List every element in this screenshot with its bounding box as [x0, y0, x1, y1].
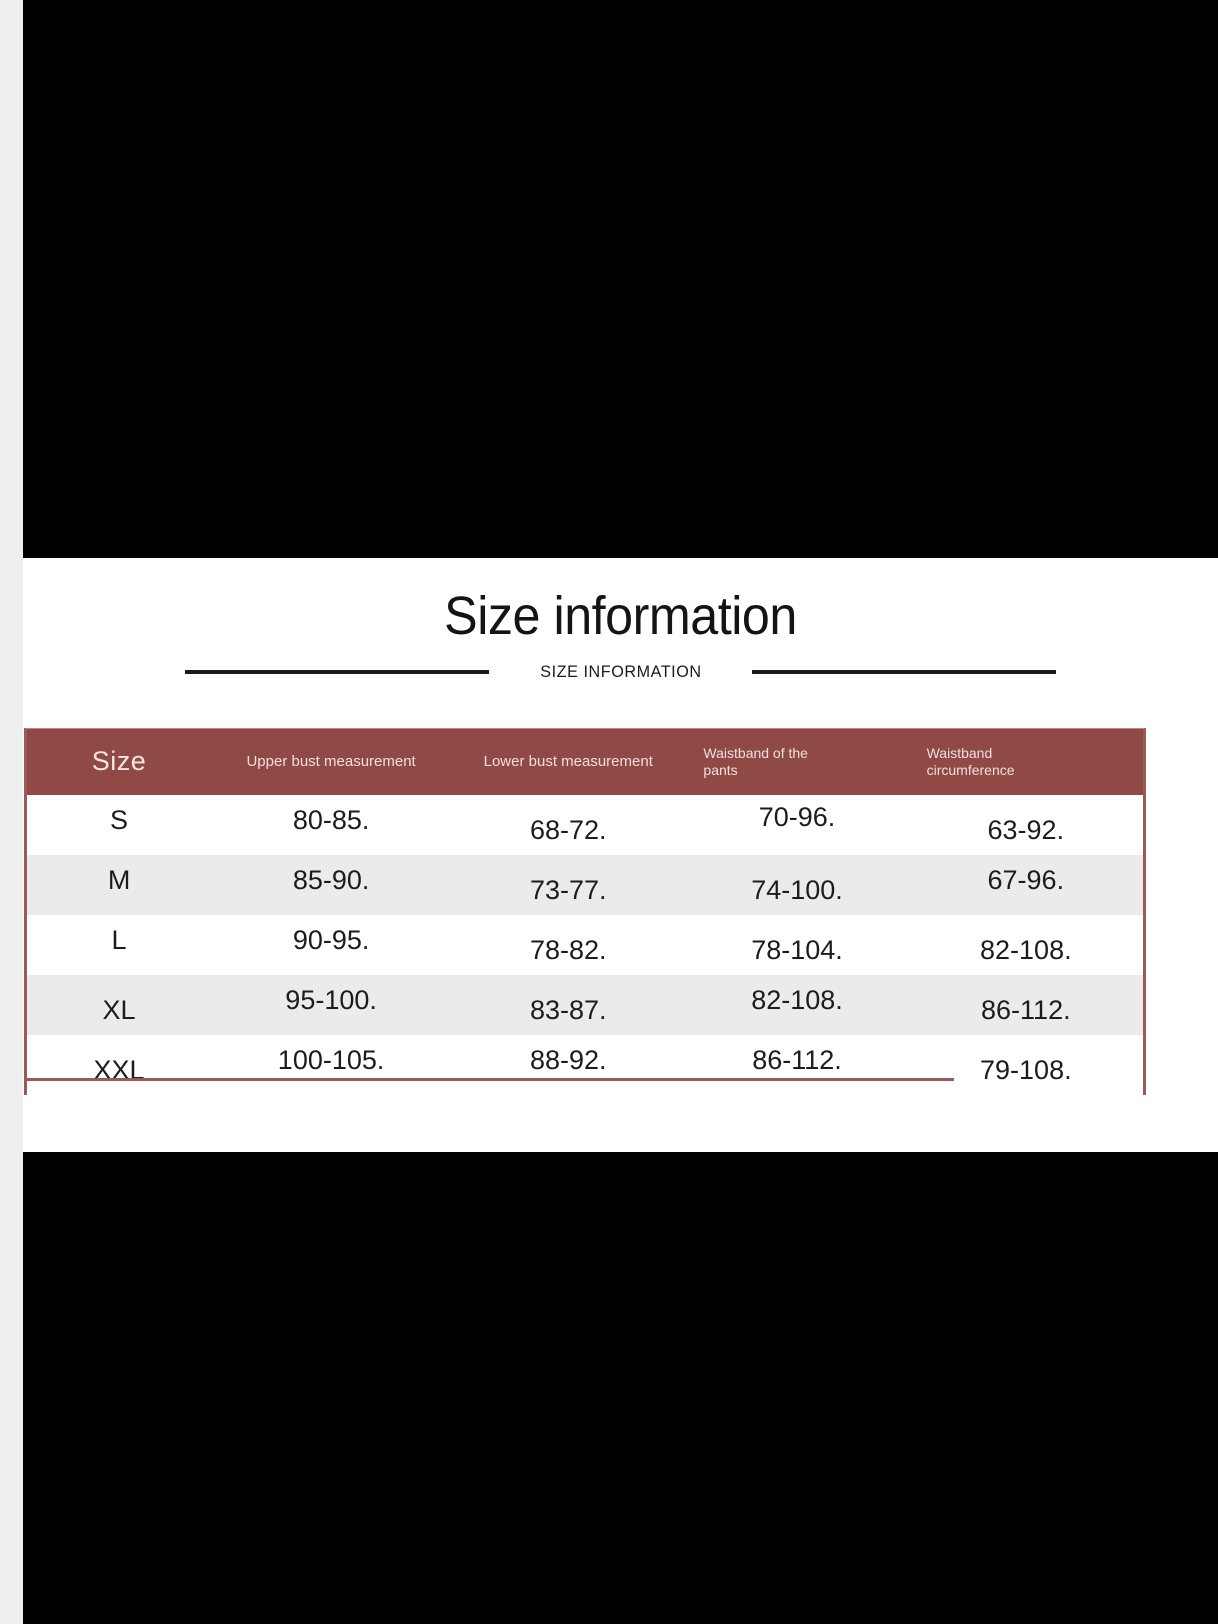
- cell-value: 88-92.: [529, 1044, 607, 1075]
- cell-value: 63-92.: [987, 814, 1065, 845]
- cell-value: 82-108.: [980, 934, 1072, 965]
- table-header-row: Size Upper bust measurement Lower bust m…: [27, 729, 1143, 795]
- cell-waist-pants: 82-108.: [685, 975, 908, 1035]
- cell-upper-bust: 90-95.: [211, 915, 451, 975]
- subtitle-row: SIZE INFORMATION: [23, 662, 1218, 682]
- cell-size: L: [27, 915, 211, 975]
- divider-line-right: [752, 670, 1057, 674]
- cell-value: 86-112.: [981, 994, 1071, 1025]
- cell-value: L: [111, 924, 127, 955]
- cell-waist-pants: 78-104.: [685, 915, 908, 975]
- cell-value: S: [110, 804, 129, 835]
- cell-value: M: [107, 864, 131, 895]
- cell-waist-pants: 86-112.: [685, 1035, 908, 1095]
- cell-upper-bust: 80-85.: [211, 795, 451, 855]
- cell-value: 68-72.: [529, 814, 607, 845]
- cell-value: 95-100.: [285, 984, 377, 1015]
- cell-value: 83-87.: [529, 994, 607, 1025]
- page-title: Size information: [444, 586, 797, 646]
- table-row: M 85-90. 73-77. 74-100. 67-96.: [27, 855, 1143, 915]
- column-header-waistband-pants: Waistband of the pants: [685, 729, 908, 795]
- page-subtitle: SIZE INFORMATION: [539, 662, 702, 681]
- column-header-waistband-circumference: Waistband circumference: [909, 729, 1143, 795]
- column-header-upper-bust: Upper bust measurement: [246, 752, 416, 770]
- table-bottom-border: [24, 1078, 954, 1081]
- table-row: L 90-95. 78-82. 78-104. 82-108.: [27, 915, 1143, 975]
- table-row: XL 95-100. 83-87. 82-108. 86-112.: [27, 975, 1143, 1035]
- cell-value: 79-108.: [980, 1054, 1072, 1085]
- column-header-lower-bust: Lower bust measurement: [483, 752, 653, 770]
- cell-value: 82-108.: [751, 984, 843, 1015]
- title-block: Size information SIZE INFORMATION: [23, 558, 1218, 724]
- cell-size: XL: [27, 975, 211, 1035]
- cell-lower-bust: 83-87.: [451, 975, 685, 1035]
- cell-size: M: [27, 855, 211, 915]
- cell-lower-bust: 73-77.: [451, 855, 685, 915]
- cell-value: 100-105.: [277, 1044, 385, 1075]
- cell-waist-circ: 86-112.: [909, 975, 1143, 1035]
- cell-size: XXL: [27, 1035, 211, 1095]
- cell-value: 78-82.: [529, 934, 607, 965]
- cell-waist-circ: 63-92.: [909, 795, 1143, 855]
- cell-waist-pants: 70-96.: [685, 795, 908, 855]
- cell-lower-bust: 78-82.: [451, 915, 685, 975]
- cell-waist-circ: 67-96.: [909, 855, 1143, 915]
- cell-value: 74-100.: [751, 874, 843, 905]
- column-header-waistband-circumference-label: Waistband circumference: [926, 744, 1015, 779]
- size-chart-table: Size Upper bust measurement Lower bust m…: [24, 728, 1146, 1095]
- cell-value: 70-96.: [758, 801, 836, 832]
- table-row: S 80-85. 68-72. 70-96. 63-92.: [27, 795, 1143, 855]
- cell-waist-circ: 82-108.: [909, 915, 1143, 975]
- cell-waist-circ: 79-108.: [909, 1035, 1143, 1095]
- column-header-size: Size: [91, 746, 147, 777]
- bottom-black-band: [23, 1152, 1218, 1624]
- top-black-band: [23, 0, 1218, 558]
- cell-value: 90-95.: [292, 924, 370, 955]
- cell-upper-bust: 100-105.: [211, 1035, 451, 1095]
- cell-size: S: [27, 795, 211, 855]
- cell-upper-bust: 85-90.: [211, 855, 451, 915]
- divider-line-left: [184, 670, 489, 674]
- cell-value: 73-77.: [529, 874, 607, 905]
- column-header-waistband-pants-label: Waistband of the pants: [703, 744, 808, 779]
- cell-value: XL: [102, 994, 136, 1025]
- table-row: XXL 100-105. 88-92. 86-112. 79-108.: [27, 1035, 1143, 1095]
- cell-value: 67-96.: [987, 864, 1065, 895]
- cell-lower-bust: 88-92.: [451, 1035, 685, 1095]
- cell-value: 78-104.: [751, 934, 843, 965]
- cell-waist-pants: 74-100.: [685, 855, 908, 915]
- cell-lower-bust: 68-72.: [451, 795, 685, 855]
- cell-upper-bust: 95-100.: [211, 975, 451, 1035]
- cell-value: 80-85.: [292, 804, 370, 835]
- cell-value: 85-90.: [292, 864, 370, 895]
- cell-value: 86-112.: [752, 1044, 842, 1075]
